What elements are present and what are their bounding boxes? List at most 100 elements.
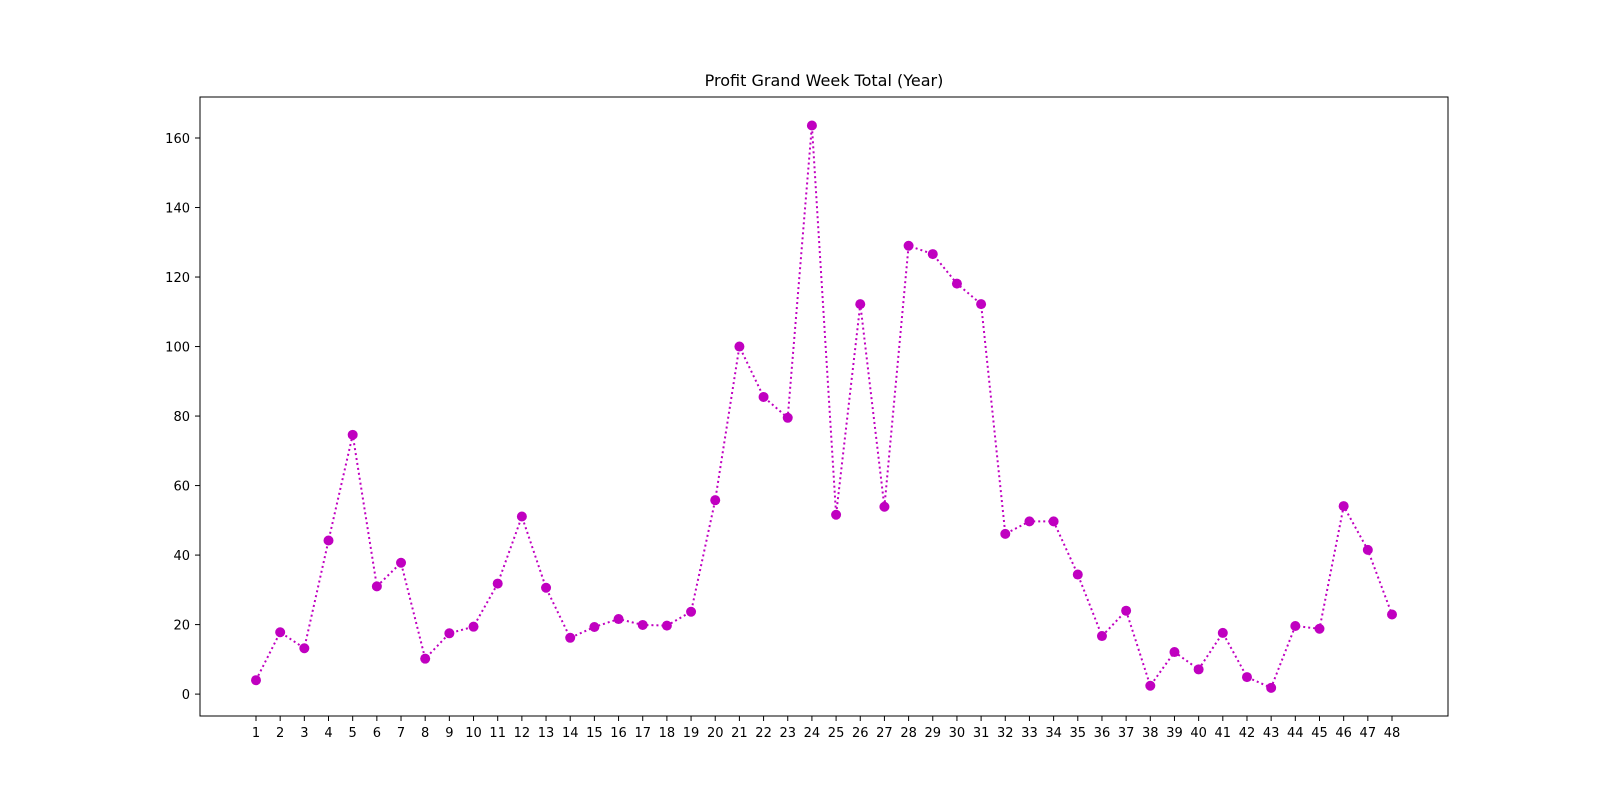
x-tick-label: 4 bbox=[324, 726, 332, 741]
data-point bbox=[492, 578, 503, 589]
x-tick-label: 41 bbox=[1215, 726, 1232, 741]
x-tick-label: 33 bbox=[1021, 726, 1038, 741]
x-tick-label: 48 bbox=[1384, 726, 1401, 741]
x-tick-label: 44 bbox=[1287, 726, 1304, 741]
x-tick-label: 9 bbox=[445, 726, 453, 741]
x-tick-label: 18 bbox=[659, 726, 676, 741]
x-tick-label: 36 bbox=[1094, 726, 1111, 741]
x-tick-label: 45 bbox=[1311, 726, 1328, 741]
x-tick-label: 23 bbox=[779, 726, 796, 741]
x-tick-label: 39 bbox=[1166, 726, 1183, 741]
data-point bbox=[1362, 544, 1373, 555]
data-point bbox=[1314, 623, 1325, 634]
x-tick-label: 38 bbox=[1142, 726, 1159, 741]
x-tick-label: 42 bbox=[1239, 726, 1256, 741]
data-point bbox=[831, 509, 842, 520]
y-tick-label: 0 bbox=[182, 688, 190, 703]
x-tick-label: 10 bbox=[465, 726, 482, 741]
data-point bbox=[299, 643, 310, 654]
x-tick-label: 37 bbox=[1118, 726, 1135, 741]
data-point bbox=[855, 299, 866, 310]
x-tick-label: 27 bbox=[876, 726, 893, 741]
y-tick-label: 60 bbox=[173, 480, 190, 495]
x-tick-label: 46 bbox=[1335, 726, 1352, 741]
y-tick-label: 120 bbox=[165, 271, 190, 286]
data-point bbox=[275, 627, 286, 638]
x-tick-label: 5 bbox=[349, 726, 357, 741]
x-tick-label: 6 bbox=[373, 726, 381, 741]
data-point bbox=[420, 653, 431, 664]
data-point bbox=[951, 278, 962, 289]
data-point bbox=[468, 621, 479, 632]
x-tick-label: 16 bbox=[610, 726, 627, 741]
data-point bbox=[1048, 516, 1059, 527]
x-tick-label: 3 bbox=[300, 726, 308, 741]
data-point bbox=[1266, 682, 1277, 693]
data-point bbox=[1338, 501, 1349, 512]
x-tick-label: 35 bbox=[1070, 726, 1087, 741]
x-tick-label: 20 bbox=[707, 726, 724, 741]
x-tick-label: 15 bbox=[586, 726, 603, 741]
x-tick-label: 29 bbox=[924, 726, 941, 741]
y-tick-label: 40 bbox=[173, 549, 190, 564]
data-point bbox=[1193, 664, 1204, 675]
data-point bbox=[1096, 631, 1107, 642]
data-point bbox=[565, 632, 576, 643]
data-point bbox=[347, 429, 358, 440]
x-tick-label: 7 bbox=[397, 726, 405, 741]
data-point bbox=[613, 614, 624, 625]
data-point bbox=[976, 299, 987, 310]
data-point bbox=[371, 581, 382, 592]
x-tick-label: 22 bbox=[755, 726, 772, 741]
data-point bbox=[637, 619, 648, 630]
data-point bbox=[734, 341, 745, 352]
data-point bbox=[396, 557, 407, 568]
x-tick-label: 25 bbox=[828, 726, 845, 741]
x-tick-label: 8 bbox=[421, 726, 429, 741]
data-point bbox=[903, 240, 914, 251]
x-tick-label: 26 bbox=[852, 726, 869, 741]
x-axis: 1 2 3 4 5 6 7 8 9 10 11 12 13 14 15 16 17 18 19 20 21 22 23 24 2… bbox=[252, 716, 1400, 741]
data-point bbox=[516, 511, 527, 522]
data-point bbox=[1072, 569, 1083, 580]
data-point bbox=[1290, 620, 1301, 631]
x-tick-label: 47 bbox=[1360, 726, 1377, 741]
data-point bbox=[806, 120, 817, 131]
data-point bbox=[1000, 528, 1011, 539]
x-tick-label: 34 bbox=[1045, 726, 1062, 741]
x-tick-label: 28 bbox=[900, 726, 917, 741]
data-point bbox=[1387, 609, 1397, 620]
x-tick-label: 12 bbox=[514, 726, 531, 741]
y-tick-label: 140 bbox=[165, 202, 190, 217]
plot-frame bbox=[199, 96, 1449, 717]
x-tick-label: 24 bbox=[804, 726, 821, 741]
data-point bbox=[710, 495, 721, 506]
data-point bbox=[444, 628, 455, 639]
x-tick-label: 11 bbox=[489, 726, 506, 741]
data-point bbox=[1217, 627, 1228, 638]
x-tick-label: 21 bbox=[731, 726, 748, 741]
x-tick-label: 32 bbox=[997, 726, 1014, 741]
data-point bbox=[589, 622, 600, 633]
data-point bbox=[1024, 516, 1035, 527]
x-tick-label: 40 bbox=[1190, 726, 1207, 741]
data-point bbox=[1145, 680, 1156, 691]
y-tick-label: 160 bbox=[165, 132, 190, 147]
x-tick-label: 31 bbox=[973, 726, 990, 741]
chart-title: Profit Grand Week Total (Year) bbox=[705, 71, 944, 90]
data-point bbox=[927, 249, 938, 260]
data-point bbox=[661, 620, 672, 631]
data-point bbox=[782, 412, 793, 423]
data-point bbox=[758, 391, 769, 402]
data-point bbox=[251, 675, 261, 686]
x-tick-label: 13 bbox=[538, 726, 555, 741]
x-tick-label: 43 bbox=[1263, 726, 1280, 741]
data-point bbox=[323, 535, 334, 546]
y-tick-label: 20 bbox=[173, 619, 190, 634]
x-tick-label: 14 bbox=[562, 726, 579, 741]
x-tick-label: 2 bbox=[276, 726, 284, 741]
series-points bbox=[251, 120, 1397, 693]
data-point bbox=[1169, 647, 1180, 658]
x-tick-label: 1 bbox=[252, 726, 260, 741]
